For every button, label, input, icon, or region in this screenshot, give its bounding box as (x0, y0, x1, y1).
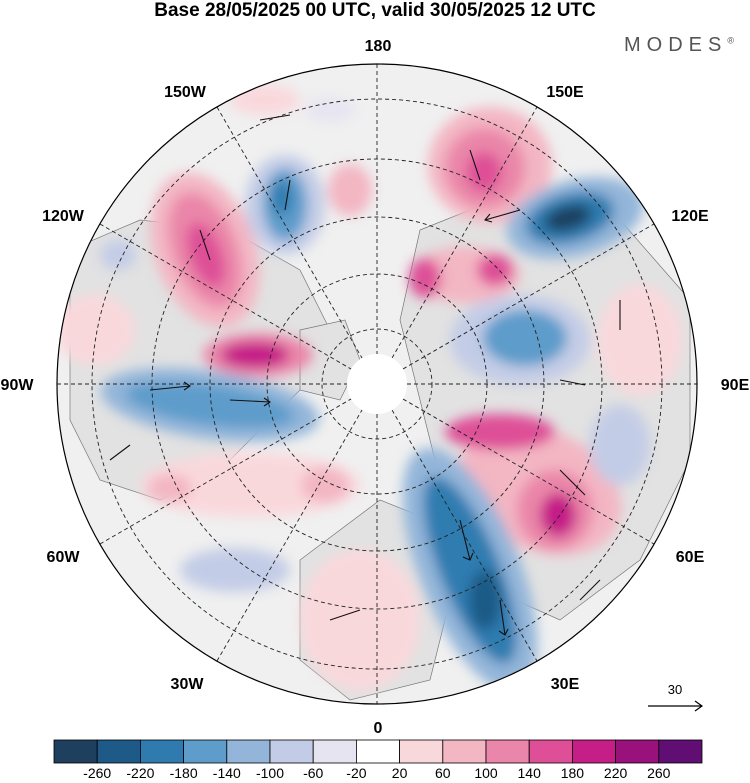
colorbar-tick-label: 100 (474, 765, 498, 781)
wind-vectors (109, 114, 621, 636)
map-disc (57, 64, 697, 704)
colorbar-swatch (485, 739, 530, 764)
anomaly-negative-hudson-core (125, 381, 295, 429)
colorbar-swatch (615, 739, 660, 764)
lon-label-30w: 30W (171, 676, 205, 693)
colorbar-tick-label: 220 (604, 765, 628, 781)
wind-vector (229, 397, 271, 407)
meridian-60e-120w (99, 223, 655, 545)
lon-label-120w: 120W (42, 208, 85, 225)
colorbar-swatch (658, 739, 703, 764)
wind-vector (498, 599, 509, 636)
graticule (57, 64, 697, 704)
anomaly-negative-labrador (180, 548, 290, 592)
wind-vector (284, 179, 291, 211)
lon-label-120e: 120E (671, 208, 709, 225)
colorbar-swatch (53, 739, 98, 764)
colorbar-swatch (269, 739, 314, 764)
colorbar-tick-label: 140 (518, 765, 542, 781)
lon-label-150e: 150E (546, 84, 584, 101)
brand-text: MODES (624, 34, 728, 56)
anomaly-positive-atlantic-a (301, 467, 349, 503)
brand-registered-mark: ® (727, 35, 734, 46)
wind-vector (109, 444, 131, 461)
wind-vector (199, 229, 211, 261)
colorbar-tick-label: 180 (561, 765, 585, 781)
wind-vector (329, 609, 361, 621)
lon-label-60e: 60E (676, 549, 705, 566)
lon-label-0: 0 (374, 720, 383, 737)
lon-label-60w: 60W (47, 549, 81, 566)
anomaly-positive-120w-center (186, 222, 226, 288)
lon-label-150w: 150W (164, 84, 207, 101)
anomaly-negative-75e (590, 405, 650, 485)
wind-vector (259, 114, 291, 121)
brand-logo: MODES® (624, 34, 734, 57)
colorbar-swatch (139, 739, 184, 764)
reference-vector: 30 (648, 682, 704, 712)
lon-label-90e: 90E (721, 377, 750, 394)
longitude-labels: 180 150E 120E 90E 60E 30E 0 30W 60W 90W … (1, 38, 750, 737)
north-pole-cap (347, 354, 407, 414)
colorbar: -260 -220 -180 -140 -100 -60 -20 20 60 100 140 180 2… (53, 739, 703, 781)
reference-vector-arrow (648, 700, 704, 712)
wind-vector (559, 469, 586, 496)
lon-label-30e: 30E (551, 676, 580, 693)
colorbar-tick-label: -20 (346, 765, 366, 781)
anomaly-negative-150w-center (272, 180, 292, 216)
wind-vector (459, 519, 474, 561)
colorbar-swatch (96, 739, 141, 764)
anomaly-positive-165w (230, 85, 300, 115)
anomaly-negative-scandinavia-center (469, 570, 501, 630)
lon-label-90w: 90W (1, 377, 35, 394)
colorbar-swatch (528, 739, 573, 764)
anomaly-positive-150e-center (466, 152, 502, 192)
anomaly-positive-90e (598, 285, 682, 395)
map-border (56, 63, 698, 705)
colorbar-tick-label: -60 (303, 765, 323, 781)
colorbar-tick-label: -260 (83, 765, 111, 781)
anomaly-positive-europe (300, 550, 420, 690)
colorbar-swatch (355, 739, 400, 764)
lon-label-180: 180 (365, 38, 392, 55)
wind-vector (149, 381, 191, 391)
colorbar-tick-label: -140 (213, 765, 241, 781)
colorbar-tick-label: 60 (435, 765, 451, 781)
anomaly-positive-90w (57, 295, 135, 365)
anomaly-negative-120e-center (544, 204, 592, 232)
anomaly-negative-165e (305, 98, 355, 122)
colorbar-tick-label: -180 (170, 765, 198, 781)
colorbar-swatch (572, 739, 617, 764)
anomaly-negative-kara-core (483, 310, 567, 366)
anomaly-positive-180 (328, 164, 372, 216)
colorbar-tick-label: -100 (256, 765, 284, 781)
colorbar-swatch (399, 739, 444, 764)
anomaly-positive-greenland-core (221, 342, 289, 368)
colorbar-tick-label: -220 (126, 765, 154, 781)
wind-vector (559, 379, 586, 386)
colorbar-tick-label: 20 (392, 765, 408, 781)
meridian-150e-30w (216, 106, 538, 662)
anomaly-field (57, 85, 682, 692)
anomaly-positive-atlantic (140, 453, 360, 517)
wind-vector (469, 149, 481, 181)
colorbar-swatch (183, 739, 228, 764)
anomaly-positive-east-siberia-b (477, 254, 513, 286)
colorbar-tick-label: 260 (647, 765, 671, 781)
meridian-120e-60w (99, 223, 655, 545)
colorbar-swatch (226, 739, 271, 764)
colorbar-swatch (442, 739, 487, 764)
anomaly-positive-60e-center (540, 493, 576, 537)
anomaly-positive-80e (445, 414, 555, 450)
reference-vector-label: 30 (668, 682, 682, 697)
map-title: Base 28/05/2025 00 UTC, valid 30/05/2025… (154, 0, 596, 21)
anomaly-positive-atlantic-b (148, 474, 192, 502)
wind-vector (484, 209, 521, 223)
anomaly-positive-east-siberia-a (409, 258, 441, 298)
colorbar-swatch (312, 739, 357, 764)
meridian-30e-150w (216, 106, 538, 662)
wind-vector (579, 579, 601, 601)
